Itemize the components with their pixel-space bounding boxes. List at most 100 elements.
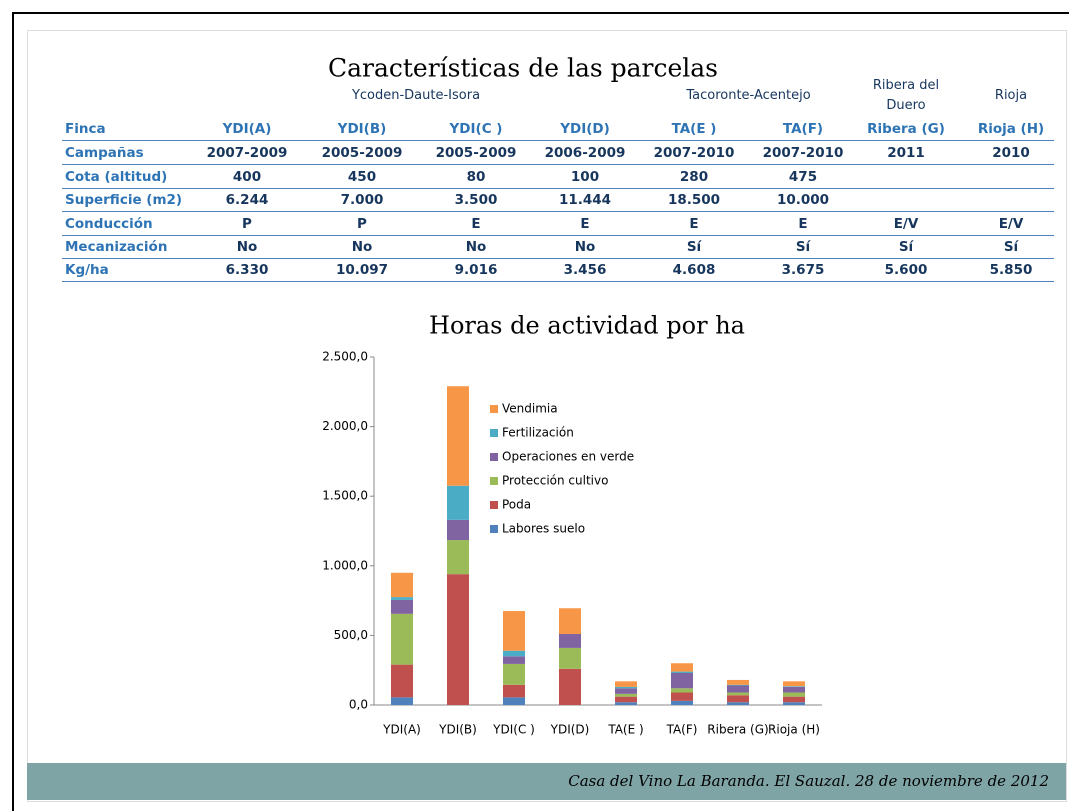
bar-segment	[503, 650, 525, 657]
slide-border	[27, 30, 1067, 802]
legend-label: Fertilización	[502, 426, 574, 440]
table-cell: 400	[232, 169, 262, 185]
table-cell: 9.016	[454, 262, 498, 278]
bar-segment	[615, 702, 637, 705]
legend-swatch	[490, 405, 498, 413]
row-rule	[62, 258, 1054, 259]
table-cell: 80	[466, 169, 486, 185]
bar-segment	[727, 692, 749, 696]
bar-segment	[671, 672, 693, 689]
table-cell: E	[798, 216, 808, 232]
table-cell: 2007-2010	[653, 145, 735, 161]
bar-segment	[615, 688, 637, 694]
table-cell: 100	[570, 169, 600, 185]
column-header: YDI(B)	[337, 121, 387, 137]
legend-swatch	[490, 477, 498, 485]
table-cell: 3.500	[454, 192, 498, 208]
bar-segment	[615, 696, 637, 703]
column-header: TA(F)	[782, 121, 824, 137]
bar-segment	[391, 664, 413, 698]
bar-segment	[783, 696, 805, 703]
bar-segment	[615, 686, 637, 689]
bar-segment	[671, 692, 693, 701]
group-header: Tacoronte-Acentejo	[686, 88, 811, 103]
bar-segment	[615, 693, 637, 697]
table-cell: Sí	[898, 239, 914, 255]
table-cell: 475	[788, 169, 818, 185]
column-header: YDI(A)	[222, 121, 272, 137]
frame	[12, 12, 1069, 811]
bar-segment	[503, 611, 525, 651]
table-cell: 3.675	[781, 262, 825, 278]
table-cell: E	[689, 216, 699, 232]
legend-swatch	[490, 429, 498, 437]
bar-segment	[671, 700, 693, 705]
y-tick-label: 1.500,0	[322, 489, 368, 503]
legend-swatch	[490, 525, 498, 533]
y-tick-label: 0,0	[349, 698, 368, 712]
table-cell: P	[242, 216, 252, 232]
table-title: Características de las parcelas	[327, 53, 719, 83]
table-cell: 280	[679, 169, 709, 185]
bar-segment	[783, 686, 805, 693]
legend-label: Protección cultivo	[502, 474, 608, 488]
x-tick-label: Rioja (H)	[768, 723, 820, 737]
chart-title: Horas de actividad por ha	[429, 312, 745, 340]
bar-segment	[727, 679, 749, 685]
bar-segment	[671, 688, 693, 693]
bar-segment	[727, 685, 749, 693]
bar-segment	[727, 684, 749, 686]
bar-segment	[447, 485, 469, 520]
column-header: TA(E )	[671, 121, 717, 137]
bar-segment	[783, 702, 805, 705]
table-cell: 2011	[887, 145, 925, 161]
bar-segment	[783, 681, 805, 687]
table-cell: 10.097	[335, 262, 389, 278]
y-tick-label: 1.000,0	[322, 558, 368, 572]
bar-segment	[783, 692, 805, 697]
table-cell: No	[351, 239, 373, 255]
y-tick-label: 2.000,0	[322, 419, 368, 433]
table-cell: 6.330	[225, 262, 269, 278]
bar-segment	[727, 695, 749, 703]
table-cell: 10.000	[776, 192, 830, 208]
table-cell: No	[465, 239, 487, 255]
row-header: Superficie (m2)	[65, 192, 183, 208]
table-cell: 5.850	[989, 262, 1033, 278]
row-rule	[62, 140, 1054, 141]
bar-segment	[391, 572, 413, 598]
bar-segment	[391, 599, 413, 614]
table-cell: Sí	[686, 239, 702, 255]
table-cell: No	[236, 239, 258, 255]
table-cell: 3.456	[563, 262, 607, 278]
bar-segment	[391, 697, 413, 705]
bar-segment	[559, 608, 581, 635]
bar-segment	[615, 681, 637, 687]
footer-band	[27, 763, 1066, 800]
row-rule	[62, 164, 1054, 165]
bar-segment	[447, 386, 469, 486]
bar-segment	[391, 613, 413, 665]
table-cell: Sí	[1003, 239, 1019, 255]
column-header: Finca	[65, 121, 106, 137]
table-cell: P	[357, 216, 367, 232]
row-rule	[62, 281, 1054, 282]
table-cell: 2005-2009	[321, 145, 403, 161]
bar-segment	[783, 686, 805, 687]
table-cell: E/V	[893, 216, 919, 232]
table-cell: E	[580, 216, 590, 232]
x-tick-label: TA(F)	[666, 723, 698, 737]
bar-segment	[671, 663, 693, 672]
row-rule	[62, 235, 1054, 236]
table-cell: 18.500	[667, 192, 721, 208]
row-header: Conducción	[65, 216, 153, 232]
legend-swatch	[490, 501, 498, 509]
table-cell: 4.608	[672, 262, 716, 278]
bar-segment	[559, 668, 581, 705]
legend-label: Vendimia	[502, 402, 558, 416]
x-tick-label: YDI(D)	[550, 723, 590, 737]
bar-segment	[503, 663, 525, 685]
column-header: Ribera (G)	[867, 121, 945, 137]
bar-segment	[447, 519, 469, 541]
